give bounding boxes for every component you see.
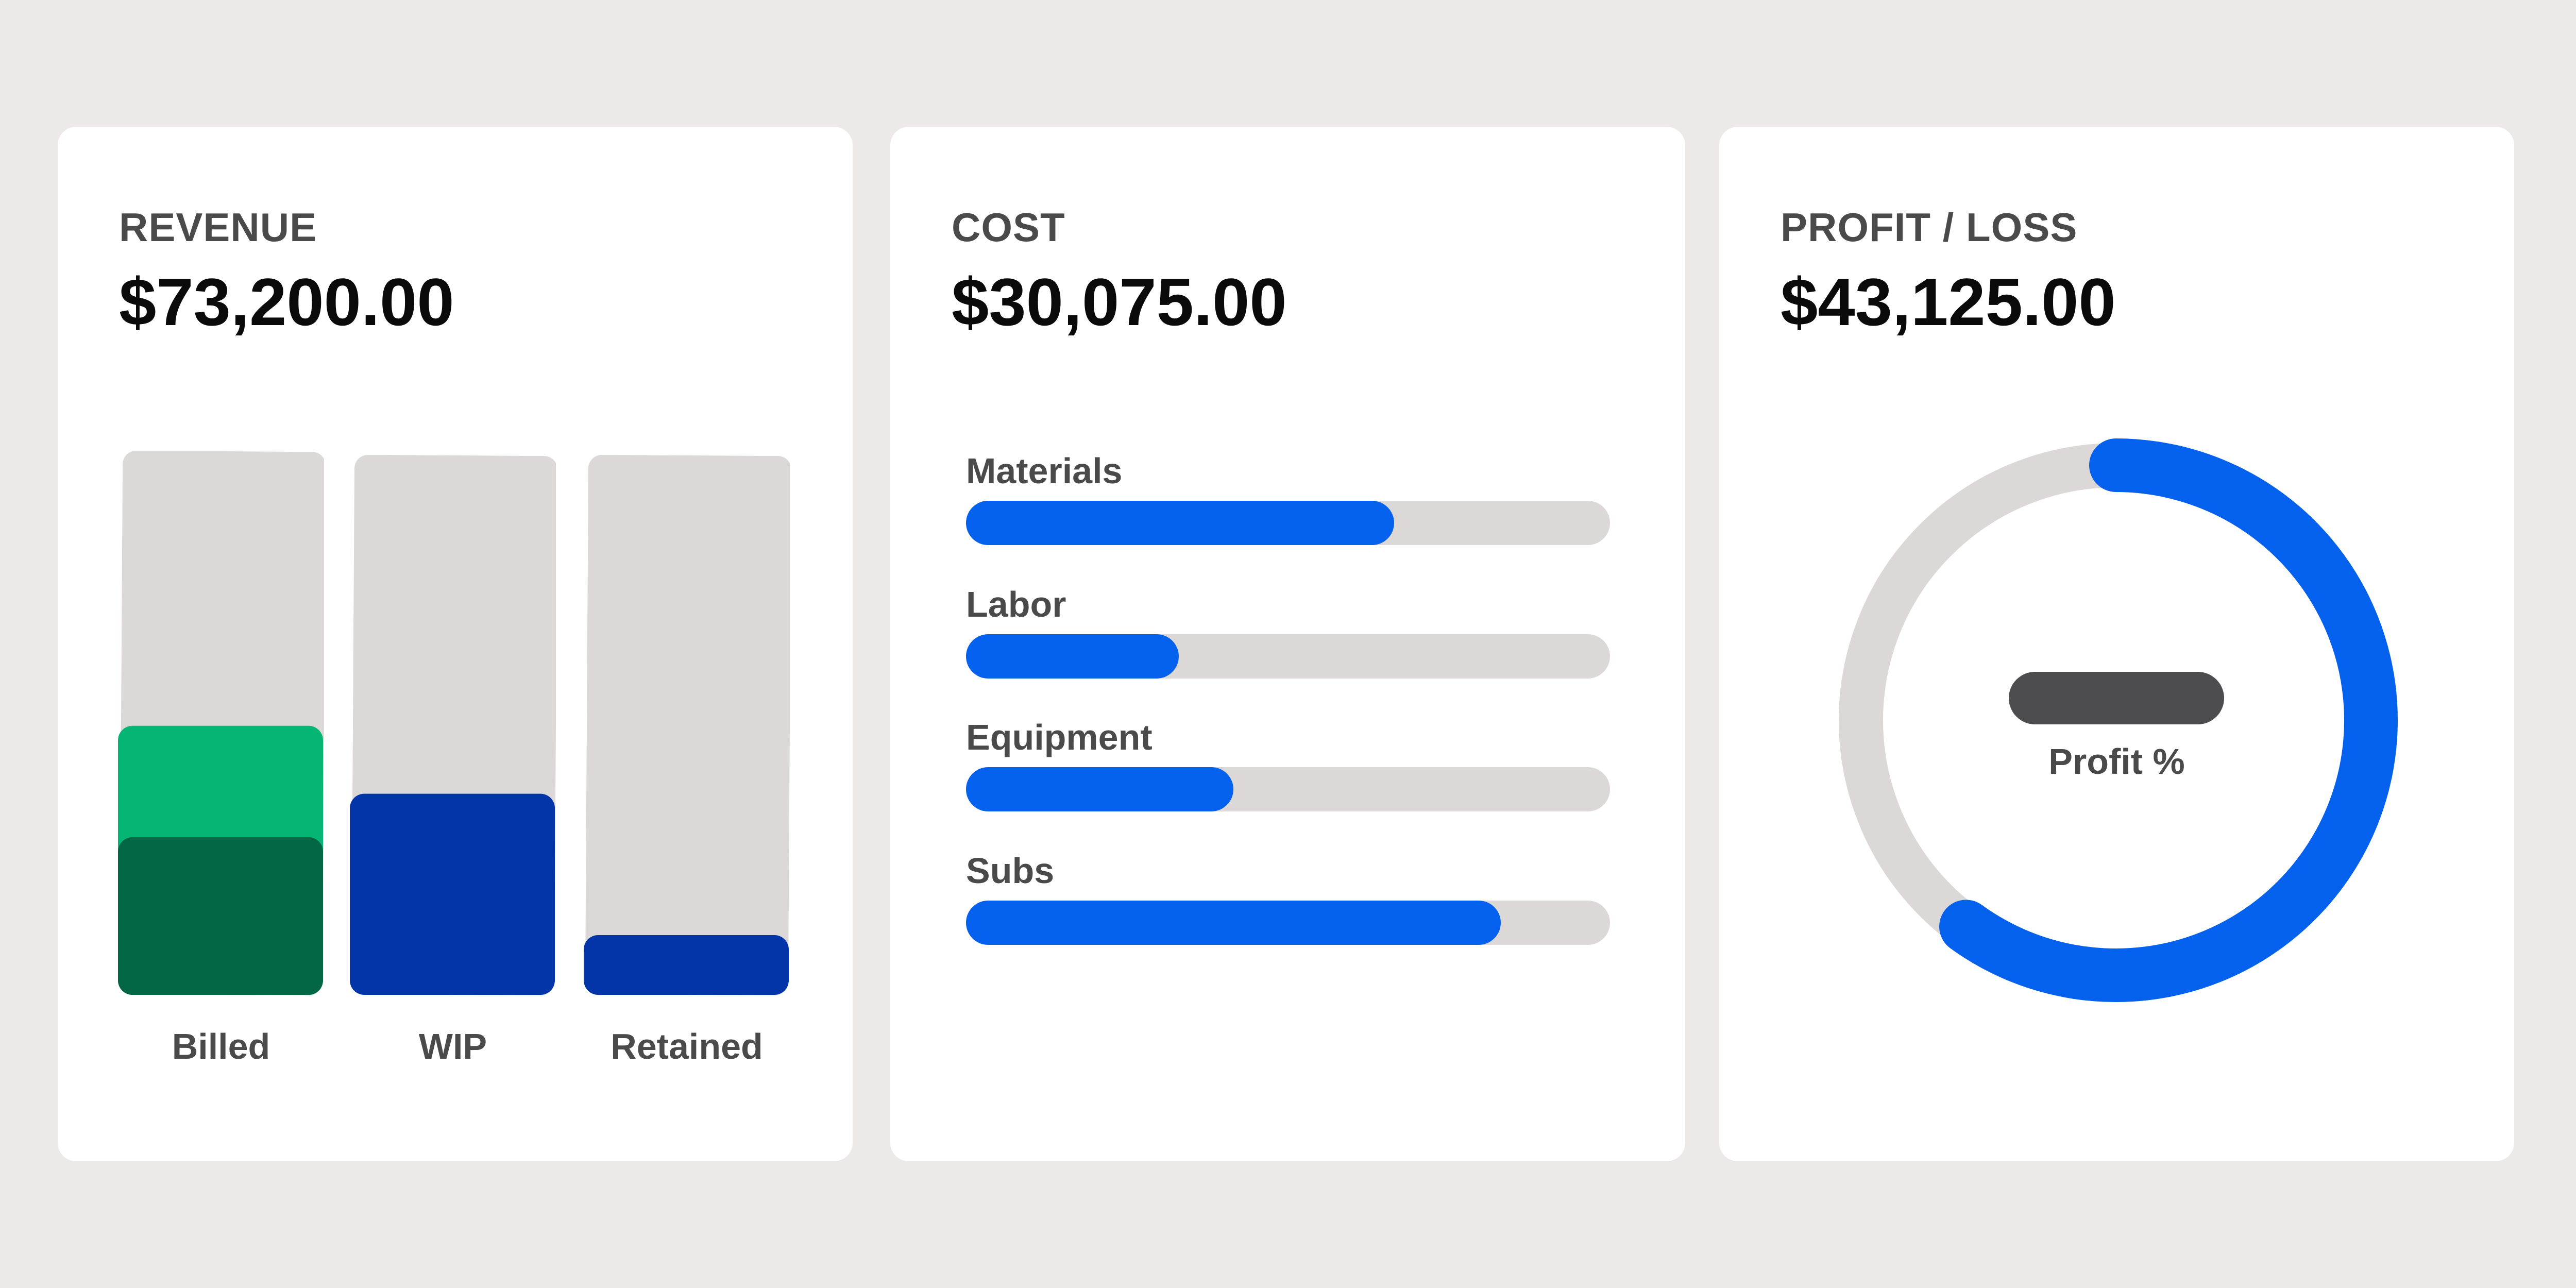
profit-percent-caption: Profit % [2048,741,2185,782]
retained-label: Retained [611,1026,763,1066]
profit-donut-chart[interactable] [1719,127,2514,1161]
revenue-column-retained[interactable]: Retained [584,451,790,1121]
revenue-column-billed[interactable]: Billed [118,451,324,1121]
profit-donut-arc [1939,438,2398,1002]
equipment-label: Equipment [966,717,1153,757]
profit-value: $43,125.00 [1781,264,2116,340]
cost-row-materials[interactable]: Materials [966,450,1615,564]
subs-progress-track [966,901,1610,945]
cost-value: $30,075.00 [952,264,1287,340]
equipment-progress-track [966,767,1610,811]
labor-progress-track [966,634,1610,679]
retained-bar-segment [584,935,789,995]
materials-label: Materials [966,451,1123,491]
materials-progress-track [966,501,1610,545]
wip-bar [350,454,556,996]
labor-label: Labor [966,584,1066,624]
cost-row-subs[interactable]: Subs [966,850,1615,963]
billed-bar [118,451,324,996]
subs-label: Subs [966,851,1055,891]
revenue-card: REVENUE $73,200.00 Billed WIP Retained [58,127,853,1161]
cost-card: COST $30,075.00 Materials Labor Equipmen… [890,127,1685,1161]
subs-progress-fill [966,901,1501,945]
profit-percent-value-placeholder [2009,672,2224,724]
cost-label: COST [952,205,1065,250]
revenue-column-wip[interactable]: WIP [350,451,556,1121]
wip-bar-segment [350,793,555,995]
profit-label: PROFIT / LOSS [1781,205,2078,250]
wip-label: WIP [418,1026,487,1066]
labor-progress-fill [966,634,1179,679]
revenue-label: REVENUE [119,205,317,250]
cost-row-labor[interactable]: Labor [966,584,1615,697]
revenue-value: $73,200.00 [119,264,454,340]
billed-label: Billed [172,1026,270,1066]
cost-row-equipment[interactable]: Equipment [966,717,1615,830]
retained-track [585,454,790,996]
materials-progress-fill [966,501,1395,545]
billed-bar-segment-bottom [118,837,323,995]
retained-bar [584,454,790,996]
equipment-progress-fill [966,767,1233,811]
profit-card: PROFIT / LOSS $43,125.00 Profit % [1719,127,2514,1161]
